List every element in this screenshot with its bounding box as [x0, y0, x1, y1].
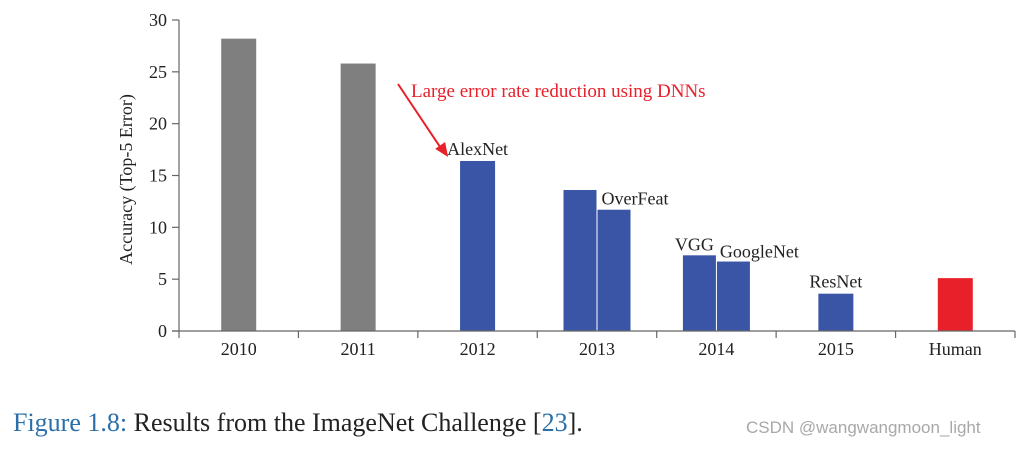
bar-2013: [563, 190, 597, 331]
y-tick-label: 0: [158, 321, 167, 341]
x-tick-label: Human: [929, 339, 982, 359]
x-tick-label: 2013: [579, 339, 615, 359]
x-tick-label: 2011: [340, 339, 375, 359]
y-tick-label: 25: [149, 62, 167, 82]
bar-2010: [221, 38, 257, 331]
bar-2014-googlenet: [716, 261, 750, 331]
annotation-arrowhead: [435, 142, 449, 157]
caption-reference: 23: [541, 408, 568, 437]
y-tick-label: 20: [149, 114, 167, 134]
bar-2014-vgg: [682, 255, 716, 331]
y-tick-label: 15: [149, 166, 167, 186]
bar-label: VGG: [675, 234, 714, 254]
bar-2012-alexnet: [460, 160, 496, 331]
bar-human: [937, 278, 973, 331]
watermark: CSDN @wangwangmoon_light: [746, 418, 981, 437]
figure-label: Figure 1.8:: [13, 408, 128, 437]
annotation-text: Large error rate reduction using DNNs: [411, 81, 706, 102]
bar-2015-resnet: [818, 293, 854, 331]
caption-tail: ].: [567, 408, 583, 437]
bar-2013-overfeat: [597, 209, 631, 331]
y-tick-label: 10: [149, 217, 167, 237]
bar-label: OverFeat: [602, 189, 669, 209]
figure-caption: Figure 1.8: Results from the ImageNet Ch…: [13, 408, 583, 438]
x-tick-label: 2015: [818, 339, 854, 359]
x-tick-label: 2010: [221, 339, 257, 359]
bar-label: AlexNet: [447, 139, 508, 159]
bar-label: ResNet: [809, 272, 862, 292]
bar-2011: [340, 63, 376, 331]
caption-text: Results from the ImageNet Challenge [: [127, 408, 542, 437]
x-tick-label: 2012: [460, 339, 496, 359]
annotation-arrow: [397, 83, 441, 148]
y-axis-title: Accuracy (Top-5 Error): [116, 94, 137, 265]
y-tick-label: 5: [158, 269, 167, 289]
y-tick-label: 30: [149, 10, 167, 30]
bar-label: GoogleNet: [720, 242, 799, 262]
bar-chart: AlexNet OverFeat VGG GoogleNet ResNet 0 5 10 15 2…: [116, 10, 1016, 359]
x-tick-label: 2014: [698, 339, 734, 359]
